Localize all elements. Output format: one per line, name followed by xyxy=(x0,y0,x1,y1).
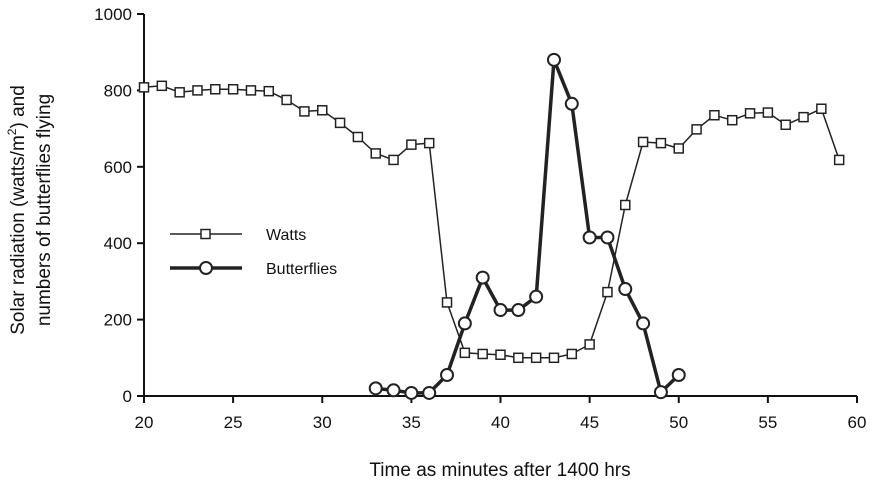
data-point-watts xyxy=(798,111,809,123)
data-point-butterflies xyxy=(564,96,579,111)
data-point-butterflies xyxy=(422,385,437,400)
data-point-butterflies xyxy=(618,282,633,297)
series-butterflies xyxy=(368,52,686,400)
data-point-butterflies xyxy=(475,270,490,285)
y-tick-label: 200 xyxy=(104,311,132,330)
x-axis-title: Time as minutes after 1400 hrs xyxy=(369,460,630,481)
data-point-butterflies xyxy=(546,52,561,67)
legend-butterflies-marker xyxy=(199,261,213,275)
data-point-watts xyxy=(423,137,435,149)
data-point-butterflies xyxy=(636,316,651,331)
data-point-watts xyxy=(370,148,381,159)
data-point-watts xyxy=(726,114,738,126)
x-tick-label: 30 xyxy=(313,413,332,432)
y-tick-label: 0 xyxy=(123,387,132,406)
data-point-watts xyxy=(192,85,203,96)
data-point-watts xyxy=(352,131,364,143)
data-point-watts xyxy=(780,119,791,131)
data-point-watts xyxy=(673,143,684,154)
data-point-watts xyxy=(388,154,399,166)
data-point-watts xyxy=(406,139,417,150)
data-point-butterflies xyxy=(386,383,401,398)
data-point-watts xyxy=(281,94,292,106)
data-point-watts xyxy=(174,87,185,98)
data-point-watts xyxy=(762,107,774,118)
y-tick-label: 600 xyxy=(104,158,132,177)
x-tick-label: 35 xyxy=(402,413,421,432)
data-point-watts xyxy=(495,349,506,360)
data-point-butterflies xyxy=(671,367,686,382)
legend-watts-marker xyxy=(200,228,211,240)
x-tick-label: 50 xyxy=(669,413,688,432)
axes xyxy=(143,14,857,397)
data-point-butterflies xyxy=(457,316,472,331)
data-point-watts xyxy=(691,124,702,135)
data-point-watts xyxy=(317,105,328,116)
data-point-butterflies xyxy=(529,289,544,304)
x-ticks: 20 25 30 35 40 45 50 55 60 xyxy=(135,396,867,432)
data-point-watts xyxy=(637,136,649,148)
data-point-watts xyxy=(620,199,631,211)
x-tick-label: 45 xyxy=(580,413,599,432)
data-point-watts xyxy=(584,339,595,350)
x-tick-label: 55 xyxy=(758,413,777,432)
data-point-watts xyxy=(441,297,453,308)
data-point-watts xyxy=(530,352,542,364)
data-point-watts xyxy=(833,154,845,166)
data-point-watts xyxy=(245,85,257,96)
x-tick-label: 25 xyxy=(224,413,243,432)
y-ticks: 0 200 400 600 800 1000 xyxy=(94,5,144,406)
data-point-watts xyxy=(602,286,613,298)
y-axis-title: Solar radiation (watts/m2) and numbers o… xyxy=(5,85,55,335)
y-axis-title-line2: numbers of butterflies flying xyxy=(34,94,55,326)
data-point-butterflies xyxy=(511,303,526,318)
data-point-watts xyxy=(477,348,488,360)
y-tick-label: 800 xyxy=(104,81,132,100)
y-tick-label: 400 xyxy=(104,234,132,253)
y-axis-title-line1: Solar radiation (watts/m xyxy=(8,135,29,335)
data-point-watts xyxy=(709,109,720,121)
x-tick-label: 40 xyxy=(491,413,510,432)
y-axis-title-superscript: 2 xyxy=(5,128,19,135)
data-point-watts xyxy=(655,137,667,149)
y-axis-title-line1-end: ) and xyxy=(8,85,29,128)
data-point-butterflies xyxy=(404,385,419,400)
legend: Watts Butterflies xyxy=(170,227,337,278)
data-point-watts xyxy=(334,117,346,129)
x-tick-label: 20 xyxy=(135,413,154,432)
data-point-watts xyxy=(138,82,150,93)
data-point-watts xyxy=(744,108,756,119)
series-watts xyxy=(138,80,845,364)
data-point-watts xyxy=(156,80,168,92)
data-point-butterflies xyxy=(582,230,597,245)
data-point-watts xyxy=(548,352,560,364)
x-tick-label: 60 xyxy=(848,413,867,432)
data-point-butterflies xyxy=(600,230,615,245)
data-point-butterflies xyxy=(368,381,383,396)
data-point-watts xyxy=(210,84,221,95)
data-point-watts xyxy=(816,103,827,114)
data-point-butterflies xyxy=(493,303,508,318)
series-line-butterflies xyxy=(375,58,681,395)
data-point-watts xyxy=(566,348,578,360)
data-point-watts xyxy=(299,106,310,117)
y-tick-label: 1000 xyxy=(94,5,132,24)
legend-butterflies-label: Butterflies xyxy=(266,261,337,278)
series-line-watts xyxy=(143,85,840,359)
series-layer xyxy=(138,52,845,400)
legend-watts-label: Watts xyxy=(266,227,306,244)
data-point-watts xyxy=(227,84,239,95)
data-point-butterflies xyxy=(653,385,668,400)
data-point-butterflies xyxy=(440,367,455,382)
data-point-watts xyxy=(513,352,524,364)
data-point-watts xyxy=(263,85,275,97)
svg-text:Solar radiation (watts/m2) and: Solar radiation (watts/m2) and xyxy=(5,85,29,335)
data-point-watts xyxy=(459,347,471,359)
